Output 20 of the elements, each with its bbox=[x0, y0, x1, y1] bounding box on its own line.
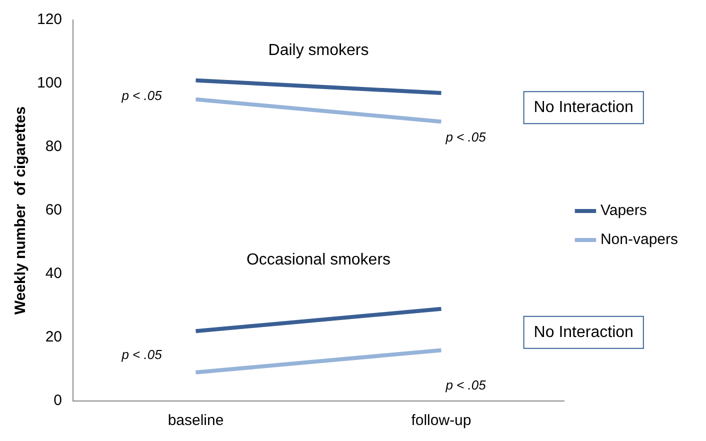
annotation: No Interaction bbox=[534, 324, 634, 341]
annotation: p < .05 bbox=[444, 130, 487, 145]
annotation: p < .05 bbox=[120, 346, 163, 362]
annotation: Occasional smokers bbox=[246, 251, 391, 268]
annotation: p < .05 bbox=[120, 88, 163, 103]
x-tick-label: follow-up bbox=[411, 412, 472, 430]
y-tick-label: 0 bbox=[54, 392, 62, 410]
y-tick-label: 20 bbox=[45, 328, 62, 346]
legend-label: Non-vapers bbox=[600, 231, 678, 248]
annotation: p < .05 bbox=[444, 377, 487, 392]
y-tick-label: 120 bbox=[36, 11, 62, 28]
y-tick-label: 100 bbox=[36, 74, 62, 92]
annotation: Daily smokers bbox=[268, 42, 369, 59]
legend-label: Vapers bbox=[600, 202, 647, 220]
y-tick-label: 60 bbox=[45, 202, 62, 219]
y-axis-title: Weekly number of cigarettes bbox=[12, 106, 30, 315]
y-tick-label: 40 bbox=[45, 265, 62, 282]
y-tick-label: 80 bbox=[45, 138, 62, 156]
x-tick-label: baseline bbox=[168, 412, 224, 430]
annotation: No Interaction bbox=[534, 99, 634, 116]
